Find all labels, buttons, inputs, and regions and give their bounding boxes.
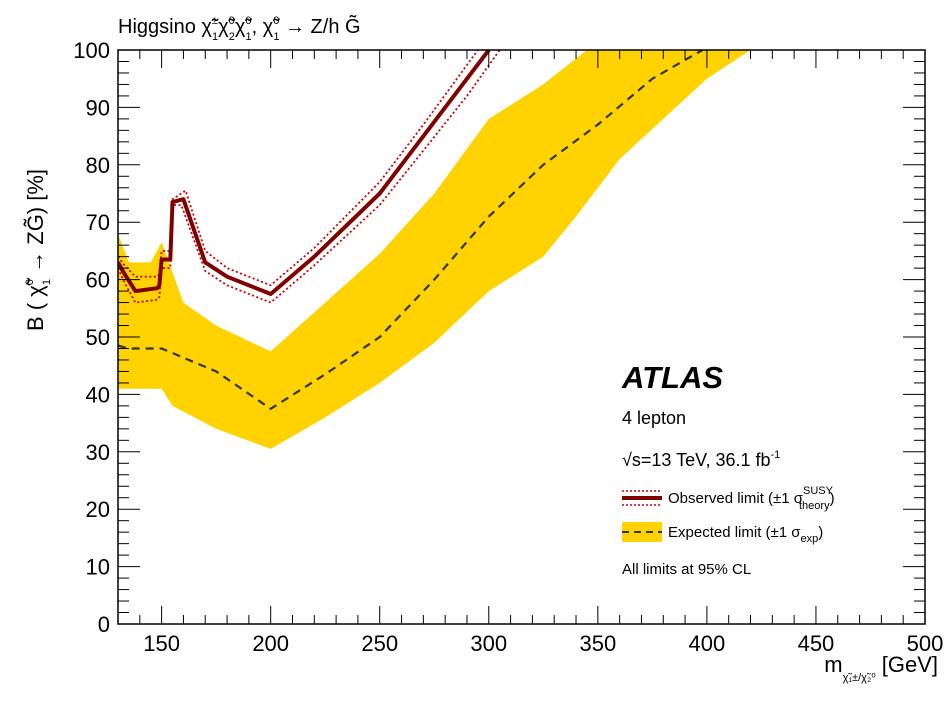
y-tick-label: 70 — [86, 210, 110, 235]
band-layer — [118, 50, 925, 449]
y-axis-title: B ( χ̃0 1 → ZG̃) [%] — [23, 169, 53, 331]
legend-entry-observed: Observed limit (±1 σSUSY theory) — [622, 485, 835, 512]
y-tick-label: 60 — [86, 268, 110, 293]
line-layer — [118, 50, 704, 410]
atlas-label: ATLAS — [621, 360, 723, 395]
y-tick-label: 80 — [86, 153, 110, 178]
cl-note: All limits at 95% CL — [622, 561, 751, 578]
expected-limit-line — [118, 50, 704, 410]
legend: Observed limit (±1 σSUSY theory) Expected… — [622, 485, 835, 545]
observed-minus-1sigma-line — [118, 50, 501, 304]
y-tick-label: 100 — [73, 38, 110, 63]
channel-label: 4 lepton — [622, 408, 686, 428]
chart-title: Higgsino χ̃± 1χ̃0 2χ̃0 1, χ̃0 1 → Z/h G̃ — [118, 15, 361, 43]
legend-entry-expected: Expected limit (±1 σexp) — [622, 522, 823, 545]
y-tick-label: 10 — [86, 555, 110, 580]
observed-plus-1sigma-line — [118, 50, 479, 287]
x-tick-label: 300 — [470, 631, 507, 656]
observed-limit-line — [118, 50, 491, 296]
x-axis-title: mχ̃₁±/χ̃₂⁰ [GeV] — [824, 652, 938, 684]
tick-label-layer: 150 200 250 300 350 400 450 500 0 10 20 30 40 50 60 70 8… — [73, 38, 943, 656]
x-tick-label: 200 — [252, 631, 289, 656]
expected-band-0 — [118, 50, 925, 449]
y-tick-label: 50 — [86, 325, 110, 350]
y-tick-label: 40 — [86, 382, 110, 407]
y-tick-label: 30 — [86, 440, 110, 465]
y-tick-label: 20 — [86, 497, 110, 522]
legend-expected-label: Expected limit (±1 σexp) — [668, 524, 823, 545]
y-tick-label: 90 — [86, 95, 110, 120]
x-tick-label: 400 — [689, 631, 726, 656]
legend-expected-band — [622, 522, 662, 542]
x-tick-label: 250 — [361, 631, 398, 656]
energy-label: √s=13 TeV, 36.1 fb-1 — [622, 449, 780, 470]
x-tick-label: 350 — [579, 631, 616, 656]
x-tick-label: 150 — [143, 631, 180, 656]
legend-observed-label: Observed limit (±1 σSUSY theory) — [668, 485, 835, 512]
y-tick-label: 0 — [98, 612, 110, 637]
tick-layer — [117, 49, 926, 625]
x-tick-label: 450 — [798, 631, 835, 656]
x-tick-label: 500 — [907, 631, 944, 656]
